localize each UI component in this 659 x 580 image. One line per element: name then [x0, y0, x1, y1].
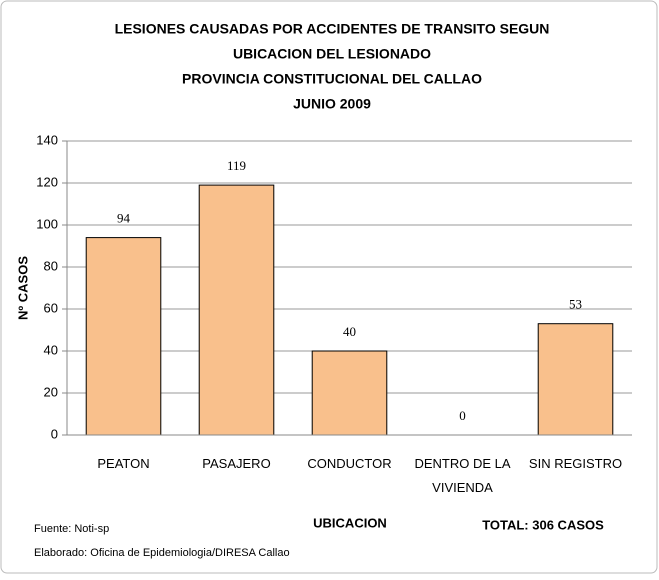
y-tick-label: 0: [51, 426, 58, 441]
credit-note: Elaborado: Oficina de Epidemiologia/DIRE…: [34, 547, 290, 559]
total-annotation: TOTAL: 306 CASOS: [482, 517, 604, 532]
x-tick-label: CONDUCTOR: [307, 456, 391, 471]
y-tick-label: 20: [44, 384, 58, 399]
y-tick-label: 40: [44, 342, 58, 357]
chart-title: JUNIO 2009: [293, 96, 371, 112]
y-tick-label: 140: [36, 132, 58, 147]
y-axis-label: Nº CASOS: [15, 256, 30, 320]
y-tick-label: 120: [36, 174, 58, 189]
bar: [537, 323, 614, 436]
data-label: 53: [569, 297, 582, 312]
chart-title: PROVINCIA CONSTITUCIONAL DEL CALLAO: [182, 71, 482, 87]
y-tick-label: 80: [44, 258, 58, 273]
bar: [311, 350, 388, 436]
y-tick-label: 100: [36, 216, 58, 231]
data-label: 0: [459, 408, 466, 423]
x-tick-label: PASAJERO: [202, 456, 270, 471]
y-tick-label: 60: [44, 300, 58, 315]
bar: [85, 237, 162, 436]
data-label: 40: [343, 324, 356, 339]
data-label: 119: [227, 158, 246, 173]
data-label: 94: [117, 211, 131, 226]
bar: [198, 184, 275, 436]
x-tick-label: DENTRO DE LA VIVIENDA: [414, 456, 510, 495]
x-axis-label: UBICACION: [313, 515, 387, 530]
source-note: Fuente: Noti-sp: [34, 523, 109, 535]
chart-title: UBICACION DEL LESIONADO: [233, 46, 431, 62]
x-tick-label: PEATON: [97, 456, 149, 471]
chart-title: LESIONES CAUSADAS POR ACCIDENTES DE TRAN…: [115, 21, 550, 37]
x-tick-label: SIN REGISTRO: [529, 456, 622, 471]
